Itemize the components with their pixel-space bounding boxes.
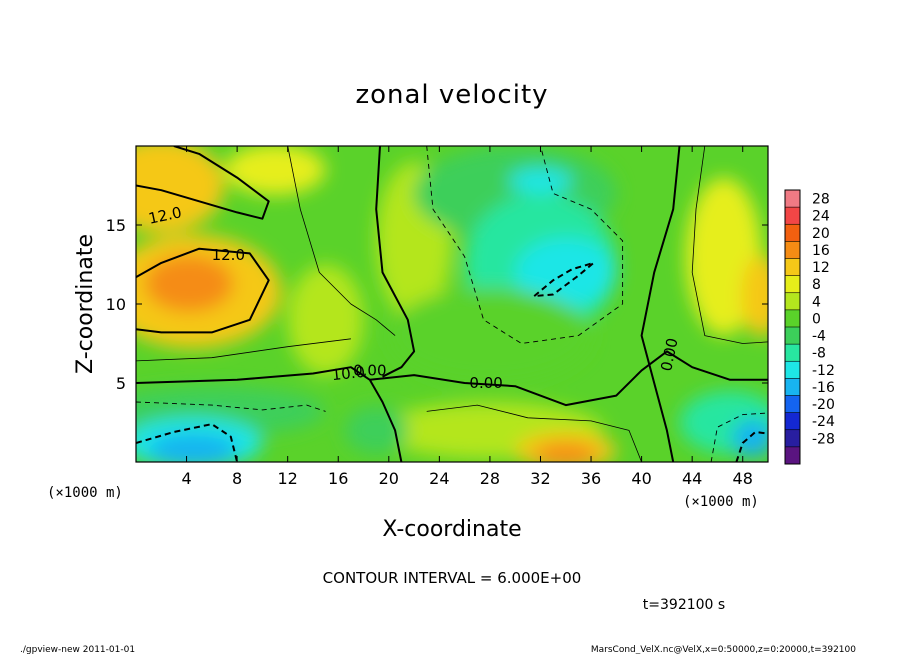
x-tick-label: 20 xyxy=(379,469,399,488)
x-unit-right: (×1000 m) xyxy=(683,494,759,510)
contour-label-2: 10.0 xyxy=(331,363,366,384)
colorbar-label: 20 xyxy=(812,226,830,242)
x-tick-label: 8 xyxy=(232,469,242,488)
colorbar-swatch xyxy=(785,446,800,465)
time-label: t=392100 s xyxy=(643,597,725,613)
colorbar-label: 12 xyxy=(812,260,830,276)
colorbar-label: 4 xyxy=(812,294,821,310)
footer-right: MarsCond_VelX.nc@VelX,x=0:50000,z=0:2000… xyxy=(591,645,856,654)
footer-left: ./gpview-new 2011-01-01 xyxy=(20,645,135,654)
y-tick-label: 15 xyxy=(106,216,126,235)
colorbar-swatch xyxy=(785,412,800,431)
x-tick-label: 32 xyxy=(530,469,550,488)
contour-line-12 xyxy=(136,401,326,412)
field-blob-6 xyxy=(508,168,573,194)
contour-line-15 xyxy=(735,431,768,462)
field-blob-12 xyxy=(388,288,592,383)
y-axis-label: Z-coordinate xyxy=(73,234,98,374)
field-blob-20 xyxy=(732,419,768,458)
plot-area: 12.012.010.0 0.000.000.00 xyxy=(136,146,768,462)
contour-label-text-3: 0.00 xyxy=(469,374,502,392)
y-tick-label: 5 xyxy=(116,374,126,393)
x-tick-label: 4 xyxy=(181,469,191,488)
contour-line-7 xyxy=(136,338,351,362)
contour-label-text-2: 10.0 xyxy=(331,363,366,384)
colorbar-swatch xyxy=(785,429,800,448)
x-tick-label: 48 xyxy=(733,469,753,488)
x-unit-left: (×1000 m) xyxy=(47,485,123,501)
colorbar-swatch xyxy=(785,361,800,379)
contour-line-1 xyxy=(369,350,768,407)
chart-title: zonal velocity xyxy=(355,80,548,110)
field-blob-15 xyxy=(148,433,238,462)
contour-label-5: 0.00 xyxy=(353,361,386,379)
color-field xyxy=(136,146,768,462)
x-tick-label: 12 xyxy=(278,469,298,488)
x-tick-label: 44 xyxy=(682,469,702,488)
colorbar-swatch xyxy=(785,275,800,294)
colorbar-swatch xyxy=(785,344,800,362)
y-tick-label: 10 xyxy=(106,295,126,314)
contour-line-14 xyxy=(710,412,768,462)
contour-line-5 xyxy=(136,146,270,220)
contour-line-8 xyxy=(426,404,642,462)
colorbar-label: -16 xyxy=(812,380,835,396)
colorbar-swatch xyxy=(785,207,800,225)
field-blob-1 xyxy=(224,146,326,195)
colorbar-swatch xyxy=(785,241,800,259)
colorbar-swatch xyxy=(785,190,800,208)
colorbar-swatch xyxy=(785,378,800,396)
x-axis-label: X-coordinate xyxy=(382,517,521,542)
colorbar-label: 16 xyxy=(812,243,830,259)
colorbar-label: 28 xyxy=(812,192,830,208)
colorbar-label: -24 xyxy=(812,414,835,430)
colorbar-swatch xyxy=(785,327,800,345)
contour-line-2 xyxy=(375,146,416,378)
field-blob-0 xyxy=(136,146,225,233)
contour-line-6 xyxy=(287,146,396,336)
contour-line-3 xyxy=(640,146,681,462)
contour-interval-note: CONTOUR INTERVAL = 6.000E+00 xyxy=(323,569,582,587)
contour-label-3: 0.00 xyxy=(469,374,502,392)
colorbar-label: -8 xyxy=(812,346,826,362)
contour-line-11 xyxy=(533,261,595,298)
colorbar-swatch xyxy=(785,292,800,311)
colorbar-label: 0 xyxy=(812,311,821,327)
colorbar-swatch xyxy=(785,224,800,242)
colorbar-swatch xyxy=(785,258,800,276)
contour-lines: 12.012.010.0 0.000.000.00 xyxy=(136,146,768,462)
colorbar-label: 24 xyxy=(812,209,830,225)
x-tick-label: 16 xyxy=(328,469,348,488)
field-blob-11 xyxy=(287,264,364,376)
colorbar-swatch xyxy=(785,309,800,328)
x-tick-label: 24 xyxy=(429,469,449,488)
x-tick-label: 40 xyxy=(631,469,651,488)
colorbar-label: 8 xyxy=(812,277,821,293)
x-tick-label: 36 xyxy=(581,469,601,488)
field-blob-10 xyxy=(144,255,234,312)
colorbar-swatch xyxy=(785,395,800,413)
contour-label-text-5: 0.00 xyxy=(353,361,386,379)
contour-line-0 xyxy=(136,366,403,462)
field-blob-8 xyxy=(741,255,768,338)
x-axis: 4 8 12 16 20 24 28 32 36 40 44 48 xyxy=(181,146,753,488)
colorbar-label: -28 xyxy=(812,431,835,447)
contour-line-4 xyxy=(136,247,270,334)
colorbar-label: -12 xyxy=(812,363,835,379)
x-tick-label: 28 xyxy=(480,469,500,488)
contour-label-1: 12.0 xyxy=(212,246,245,264)
y-axis: 5 10 15 xyxy=(106,216,768,393)
contour-label-text-1: 12.0 xyxy=(212,246,245,264)
colorbar-label: -4 xyxy=(812,329,826,345)
colorbar-label: -20 xyxy=(812,397,835,413)
field-blob-5 xyxy=(515,237,617,308)
contour-line-9 xyxy=(691,146,768,344)
field-blob-21 xyxy=(344,406,408,455)
field-blob-18 xyxy=(534,443,598,462)
contour-line-10 xyxy=(426,146,624,344)
